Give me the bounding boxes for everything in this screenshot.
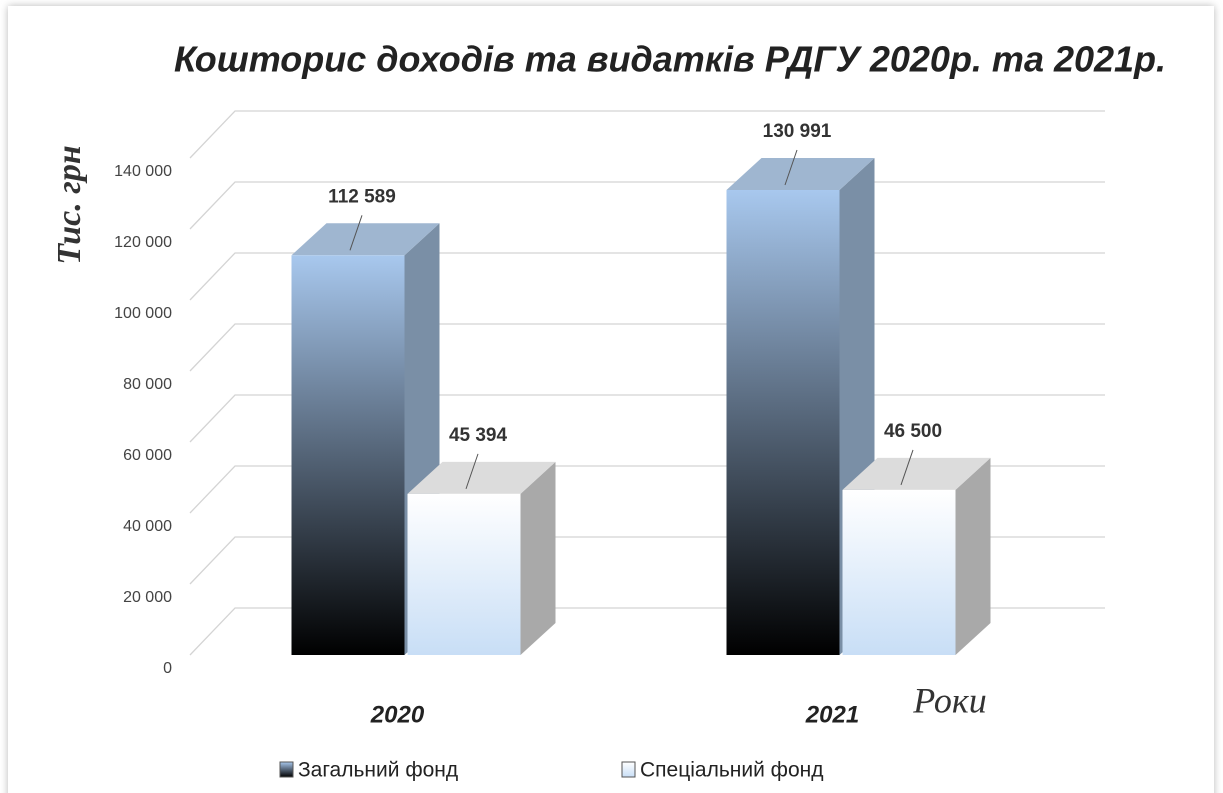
leader-line bbox=[465, 453, 479, 490]
bar-top bbox=[842, 457, 991, 490]
bar bbox=[407, 493, 521, 655]
y-tick-label: 140 000 bbox=[114, 163, 172, 180]
leader-line bbox=[900, 449, 914, 486]
bar-top bbox=[407, 461, 556, 494]
y-tick-label: 0 bbox=[163, 660, 172, 677]
bar-top bbox=[291, 223, 440, 256]
y-tick-label: 60 000 bbox=[123, 447, 172, 464]
legend-label: Спеціальний фонд bbox=[640, 759, 823, 782]
chart-title: Кошторис доходів та видатків РДГУ 2020р.… bbox=[174, 39, 1166, 80]
y-tick-label: 80 000 bbox=[123, 376, 172, 393]
y-tick-label: 20 000 bbox=[123, 589, 172, 606]
y-tick-label: 120 000 bbox=[114, 234, 172, 251]
value-label: 130 991 bbox=[763, 121, 832, 142]
value-label: 45 394 bbox=[449, 425, 508, 446]
bar bbox=[842, 489, 956, 655]
value-label: 112 589 bbox=[328, 186, 396, 207]
legend-label: Загальний фонд bbox=[298, 759, 458, 782]
bar bbox=[726, 189, 840, 656]
leader-line bbox=[349, 215, 363, 251]
x-tick-label: 2020 bbox=[370, 701, 425, 728]
bar-side bbox=[520, 461, 556, 655]
bar bbox=[291, 255, 405, 655]
legend-swatch bbox=[621, 761, 636, 778]
y-tick-label: 100 000 bbox=[114, 305, 172, 322]
bar-top bbox=[726, 157, 875, 190]
chart-frame bbox=[8, 6, 1214, 793]
y-axis-label: Тис. грн bbox=[51, 145, 88, 264]
x-tick-label: 2021 bbox=[805, 701, 859, 728]
bar-side bbox=[955, 457, 991, 655]
value-label: 46 500 bbox=[884, 421, 942, 442]
x-axis-label: Роки bbox=[912, 680, 987, 720]
grid-line bbox=[189, 110, 1105, 159]
leader-line bbox=[784, 149, 798, 186]
y-tick-label: 40 000 bbox=[123, 518, 172, 535]
legend-swatch bbox=[279, 761, 294, 778]
